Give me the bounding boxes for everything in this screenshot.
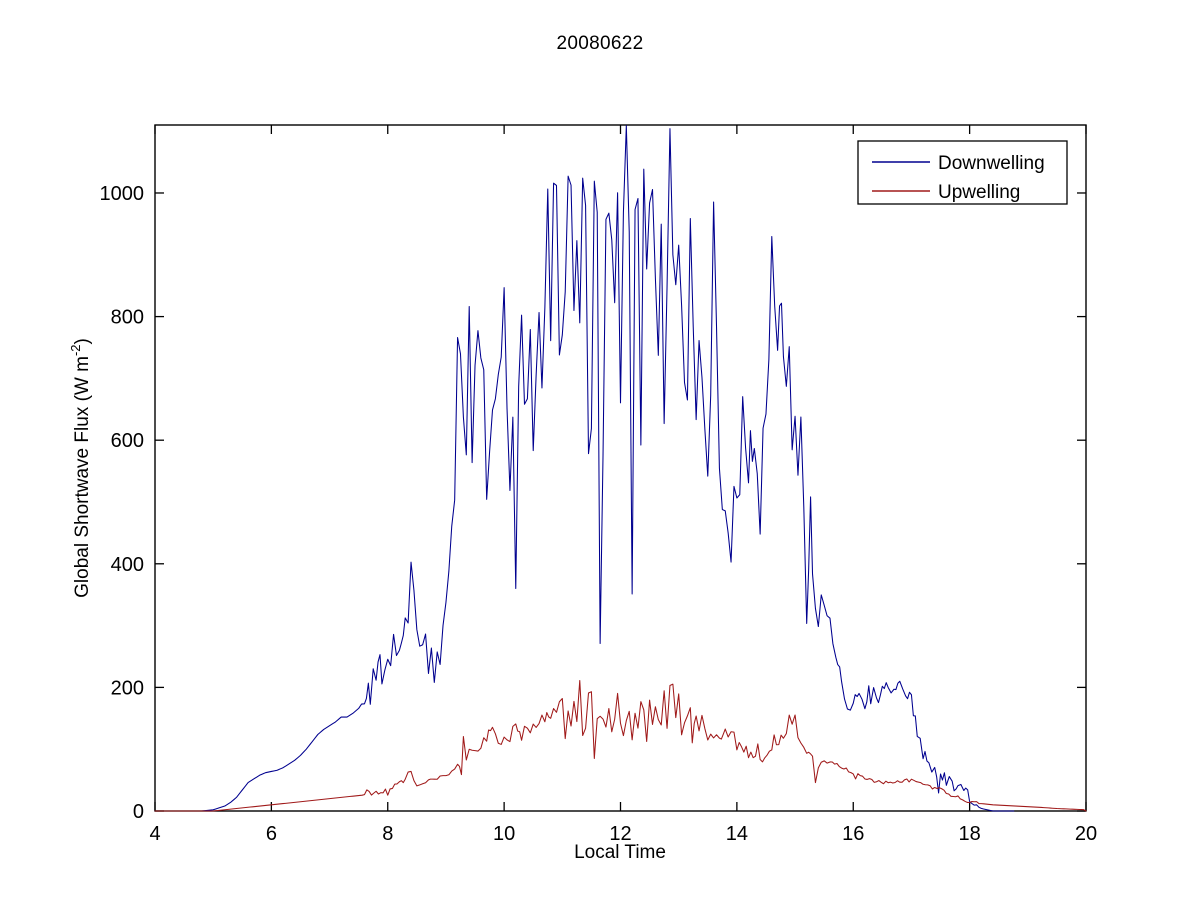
x-tick-label: 16: [842, 823, 864, 845]
y-tick-label: 1000: [100, 183, 145, 205]
series-line-upwelling: [154, 679, 1087, 812]
chart-title: 20080622: [556, 33, 644, 54]
x-tick-label: 4: [149, 823, 160, 845]
y-tick-label: 600: [111, 430, 144, 452]
y-axis-title-exponent: -2: [68, 344, 83, 356]
data-series-group: [154, 125, 1087, 812]
legend[interactable]: Downwelling Upwelling: [857, 140, 1068, 205]
y-tick-label: 400: [111, 554, 144, 576]
plot-frame: [154, 124, 1087, 812]
x-axis-ticks: 4 6 8 10 12 14 16 18 20: [149, 125, 1097, 845]
legend-label-downwelling: Downwelling: [938, 153, 1045, 174]
series-line-downwelling: [154, 125, 1015, 812]
svg-text:Global Shortwave Flux (W m-2): Global Shortwave Flux (W m-2): [68, 338, 93, 598]
y-axis-title-close: ): [72, 338, 93, 344]
y-axis-title-main: Global Shortwave Flux (W m: [72, 356, 93, 598]
x-tick-label: 18: [959, 823, 981, 845]
x-tick-label: 10: [493, 823, 515, 845]
y-tick-label: 800: [111, 307, 144, 329]
x-tick-label: 20: [1075, 823, 1097, 845]
x-tick-label: 12: [609, 823, 631, 845]
x-tick-label: 14: [726, 823, 748, 845]
legend-box: [857, 140, 1068, 205]
y-axis-title: Global Shortwave Flux (W m-2): [68, 338, 93, 598]
x-tick-label: 6: [266, 823, 277, 845]
x-axis-title: Local Time: [574, 842, 666, 863]
y-tick-label: 0: [133, 801, 144, 823]
axes-box: [154, 124, 1087, 812]
y-axis-ticks: 0 200 400 600 800 1000: [100, 183, 1086, 823]
legend-label-upwelling: Upwelling: [938, 182, 1020, 203]
x-tick-label: 8: [382, 823, 393, 845]
y-tick-label: 200: [111, 677, 144, 699]
